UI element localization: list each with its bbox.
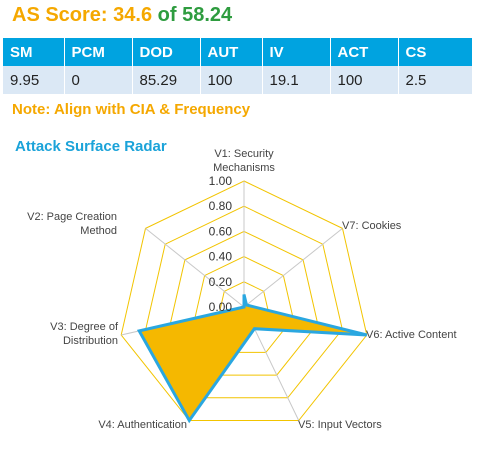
radar-tick-label: 1.00 (209, 174, 233, 188)
radar-axis-label: V6: Active Content (366, 329, 457, 341)
radar-axis-label: V7: Cookies (342, 220, 402, 232)
metrics-table: SM PCM DOD AUT IV ACT CS 9.95 0 85.29 10… (3, 38, 473, 94)
metric-header-iv: IV (262, 38, 331, 66)
radar-axis-label: V1: Security Mechanisms (213, 148, 275, 174)
radar-tick-label: 0.00 (209, 300, 233, 314)
metric-header-cs: CS (398, 38, 473, 66)
as-score-max: of 58.24 (157, 4, 233, 26)
radar-grid-ring (169, 230, 319, 376)
radar-axis-label: V4: Authentication (98, 419, 187, 431)
metric-header-act: ACT (330, 38, 399, 66)
metric-header-sm: SM (3, 38, 65, 66)
as-score-label: AS Score: (12, 4, 108, 26)
radar-grid-ring (145, 205, 343, 399)
radar-grid-ring (194, 256, 294, 353)
as-score-value: 34.6 (113, 4, 153, 26)
metrics-value-row: 9.95 0 85.29 100 19.1 100 2.5 (3, 66, 473, 94)
radar-axis-label: V5: Input Vectors (298, 419, 382, 431)
metric-value-dod: 85.29 (132, 66, 201, 94)
note-text: Note: Align with CIA & Frequency (12, 101, 251, 118)
radar-axis-label: V3: Degree of Distribution (50, 321, 119, 347)
radar-spoke (145, 228, 245, 308)
radar-tick-label: 0.40 (209, 250, 233, 264)
radar-axis-label: V2: Page Creation Method (27, 211, 117, 237)
metric-value-sm: 9.95 (3, 66, 65, 94)
radar-grid-ring (120, 180, 368, 421)
metric-value-pcm: 0 (64, 66, 133, 94)
radar-tick-label: 0.20 (209, 275, 233, 289)
radar-title: Attack Surface Radar (15, 138, 167, 155)
metric-header-aut: AUT (200, 38, 263, 66)
metric-value-cs: 2.5 (398, 66, 473, 94)
radar-data-series (136, 294, 368, 424)
metric-header-dod: DOD (132, 38, 201, 66)
metrics-header-row: SM PCM DOD AUT IV ACT CS (3, 38, 473, 66)
metric-value-iv: 19.1 (262, 66, 331, 94)
radar-tick-label: 0.60 (209, 224, 233, 238)
metric-header-pcm: PCM (64, 38, 133, 66)
radar-spoke (243, 228, 343, 308)
metric-value-aut: 100 (200, 66, 263, 94)
metric-value-act: 100 (330, 66, 399, 94)
radar-tick-label: 0.80 (209, 199, 233, 213)
as-score-heading: AS Score: 34.6 of 58.24 (12, 4, 232, 27)
